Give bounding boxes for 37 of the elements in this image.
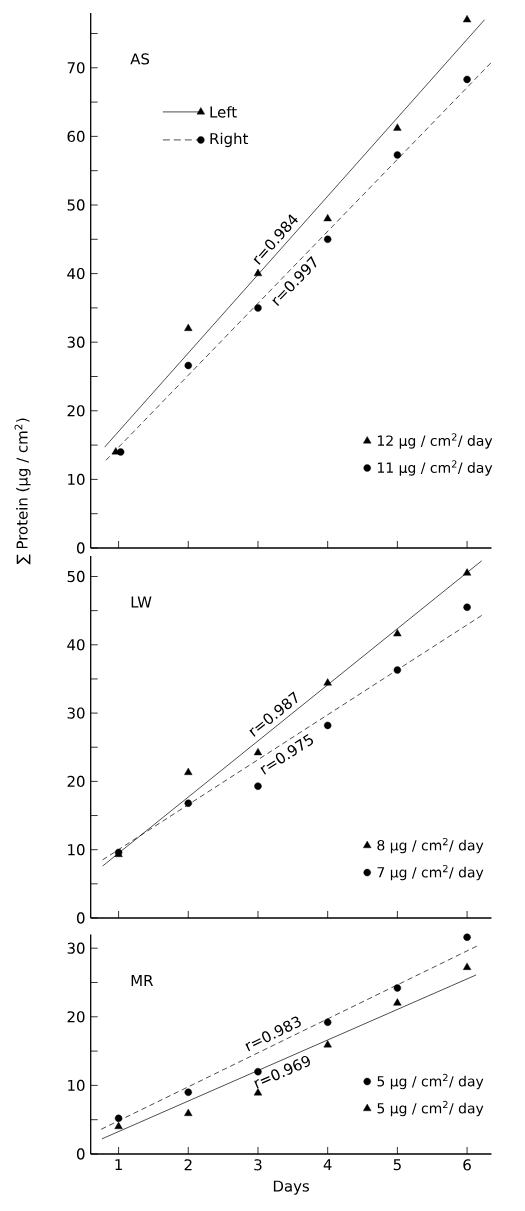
y-tick-label: 20	[67, 405, 85, 417]
legend-label: Right	[210, 132, 249, 148]
x-axis-title: Days	[273, 1180, 309, 1195]
legend-label: 12 µg / cm$^{2}$/ day	[377, 433, 493, 449]
y-tick-label: 0	[77, 1148, 85, 1160]
y-tick-label: 30	[67, 707, 85, 719]
text: LW	[131, 596, 152, 608]
x-tick-label: 4	[323, 1159, 332, 1171]
text: AS	[130, 53, 150, 65]
x-tick-label: 2	[184, 1159, 192, 1171]
legend-label: 8 µg / cm$^{2}$/ day	[377, 837, 484, 854]
x-tick-label: 3	[254, 1159, 262, 1171]
y-tick-label: 60	[67, 130, 85, 143]
y-tick-label: 10	[68, 844, 85, 856]
text: MR	[131, 975, 154, 986]
y-tick-label: 0	[77, 542, 85, 554]
y-tick-label: 20	[67, 1011, 85, 1023]
x-tick-label: 5	[393, 1159, 401, 1171]
y-tick-label: 40	[67, 639, 85, 651]
y-tick-label: 30	[67, 942, 85, 954]
legend-label: Left	[210, 106, 237, 118]
y-tick-label: 40	[67, 267, 85, 280]
y-tick-label: 30	[67, 336, 85, 348]
legend-label: 5 µg / cm$^{2}$/ day	[377, 1100, 484, 1117]
y-tick-label: 10	[68, 1079, 85, 1092]
legend-label: 5 µg / cm$^{2}$/ day	[377, 1073, 484, 1090]
y-tick-label: 70	[67, 62, 85, 74]
legend-label: 7 µg / cm$^{2}$/ day	[377, 864, 484, 881]
x-tick-label: 1	[115, 1159, 122, 1171]
y-tick-label: 50	[67, 570, 85, 583]
legend-label: 11 µg / cm$^{2}$/ day	[377, 460, 493, 476]
y-tick-label: 50	[67, 199, 85, 211]
x-tick-label: 6	[463, 1159, 471, 1171]
y-axis-title: ∑ Protein (µg / cm$^{2}$)	[14, 418, 31, 565]
y-tick-label: 10	[68, 473, 85, 486]
y-tick-label: 20	[67, 775, 85, 788]
y-tick-label: 0	[77, 912, 85, 924]
